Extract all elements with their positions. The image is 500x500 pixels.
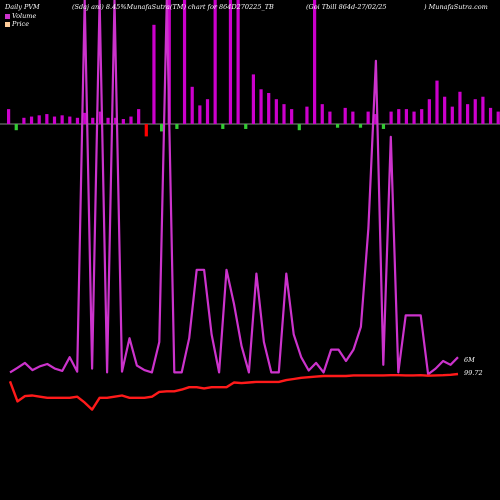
volume-bar <box>427 99 431 124</box>
volume-bar <box>29 116 34 124</box>
volume-bar <box>466 104 470 124</box>
volume-bar <box>114 117 118 124</box>
volume-bar <box>496 111 500 124</box>
header-right-a: (Goi Tbill 864d-27/02/25 <box>306 3 387 11</box>
volume-bar <box>251 74 255 124</box>
volume-bar <box>106 117 110 124</box>
volume-bar <box>14 124 18 131</box>
volume-bar <box>313 0 317 124</box>
volume-bar <box>343 107 347 124</box>
volume-bar <box>152 24 156 124</box>
volume-bar <box>259 89 263 124</box>
volume-bar <box>358 124 363 128</box>
volume-bar <box>160 124 164 132</box>
price-end-label: 99.72 <box>464 369 483 377</box>
legend-price: Price <box>5 20 36 28</box>
series-lines <box>8 0 459 411</box>
volume-bar <box>335 124 340 128</box>
volume-bar <box>366 111 370 124</box>
volume-bar <box>420 109 424 124</box>
header-left: Daily PVM <box>5 3 40 11</box>
volume-bar <box>320 104 324 124</box>
volume-bar <box>22 117 26 124</box>
volume-bars <box>7 0 500 137</box>
legend: Volume Price <box>5 12 36 28</box>
volume-bar <box>244 124 248 129</box>
volume-bar <box>121 119 125 124</box>
volume-bar <box>389 111 393 124</box>
volume-bar <box>213 0 217 124</box>
legend-price-swatch <box>5 21 10 27</box>
volume-bar <box>91 117 95 124</box>
volume-bar <box>481 96 485 124</box>
legend-volume-label: Volume <box>12 12 37 20</box>
volume-bar <box>458 91 462 124</box>
volume-bar <box>450 106 454 124</box>
volume-bar <box>228 0 233 124</box>
volume-bar <box>381 124 386 129</box>
volume-end-label: 6M <box>464 356 475 364</box>
volume-bar <box>167 0 171 124</box>
volume-bar <box>198 105 202 124</box>
volume-bar <box>297 124 301 131</box>
volume-bar <box>305 106 309 124</box>
volume-bar <box>351 111 355 124</box>
volume-bar <box>397 109 401 124</box>
volume-bar <box>129 116 133 124</box>
volume-bar <box>190 86 194 124</box>
volume-bar <box>205 99 210 124</box>
volume-bar <box>175 124 179 129</box>
volume-bar <box>144 124 148 137</box>
volume-bar <box>45 114 49 124</box>
volume-bar <box>267 93 271 124</box>
volume-bar <box>282 104 286 124</box>
legend-price-label: Price <box>12 20 30 28</box>
volume-bar <box>52 116 57 124</box>
legend-volume: Volume <box>5 12 36 20</box>
volume-bar <box>98 111 102 124</box>
volume-bar <box>374 114 378 124</box>
volume-bar <box>7 109 11 124</box>
volume-bar <box>236 0 240 124</box>
volume-bar <box>274 99 278 124</box>
volume-bar <box>75 117 80 124</box>
volume-bar <box>221 124 225 129</box>
volume-bar <box>404 109 408 124</box>
header-center: (Sdaj ani) 8.45%MunafaSutra(TM) chart fo… <box>72 3 274 11</box>
volume-bar <box>473 99 477 124</box>
volume-bar <box>68 116 72 124</box>
header-right-b: ) MunafaSutra.com <box>424 3 488 11</box>
volume-bar <box>435 80 439 124</box>
volume-bar <box>60 115 64 124</box>
volume-bar <box>488 107 493 124</box>
price-line <box>8 372 459 411</box>
legend-volume-swatch <box>5 13 10 19</box>
volume-bar <box>290 109 294 124</box>
volume-bar <box>83 112 87 124</box>
volume-bar <box>137 109 141 124</box>
volume-bar <box>182 0 187 124</box>
volume-bar <box>443 96 447 124</box>
volume-bar <box>328 111 332 124</box>
volume-bar <box>412 111 416 124</box>
volume-bar <box>37 115 41 124</box>
volume-line <box>9 0 459 376</box>
